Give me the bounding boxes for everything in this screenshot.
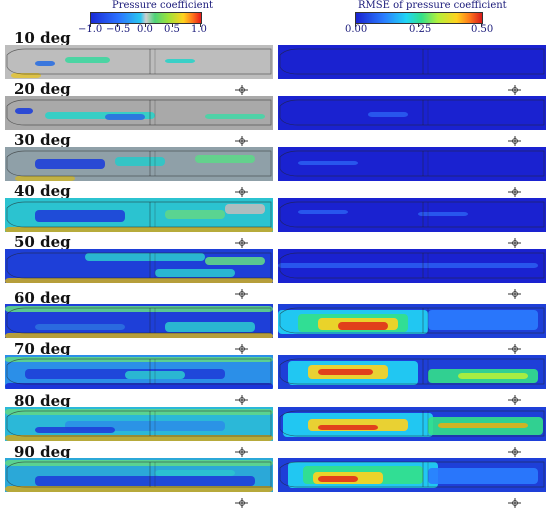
rmse-tick: 0.25 (409, 24, 432, 35)
axes-triad-icon (233, 182, 249, 197)
rmse-contour-panel (278, 96, 546, 130)
rmse-tick: 0.00 (345, 24, 368, 35)
axes-triad-icon (506, 131, 522, 146)
rmse-contour-panel (278, 198, 546, 232)
pressure-contour-panel (5, 147, 273, 181)
rmse-contour-panel (278, 304, 546, 338)
axes-triad-icon (233, 442, 249, 457)
rmse-contour-panel (278, 355, 546, 389)
row-label-60-deg: 60 deg (14, 289, 71, 307)
row-label-10-deg: 10 deg (14, 29, 71, 47)
pressure-colorbar-title: Pressure coefficient (112, 0, 214, 11)
pressure-contour-panel (5, 96, 273, 130)
rmse-contour-panel (278, 147, 546, 181)
pressure-tick: −1.0 (78, 24, 103, 35)
row-label-30-deg: 30 deg (14, 131, 71, 149)
axes-triad-icon (233, 493, 249, 508)
axes-triad-icon (506, 233, 522, 248)
pressure-contour-panel (5, 304, 273, 338)
pressure-contour-panel (5, 458, 273, 492)
pressure-contour-panel (5, 407, 273, 441)
axes-triad-icon (233, 284, 249, 299)
axes-triad-icon (233, 131, 249, 146)
pressure-colorbar (90, 12, 202, 24)
rmse-contour-panel (278, 45, 546, 79)
axes-triad-icon (233, 390, 249, 405)
rmse-contour-panel (278, 458, 546, 492)
row-label-50-deg: 50 deg (14, 233, 71, 251)
axes-triad-icon (233, 80, 249, 95)
pressure-contour-panel (5, 355, 273, 389)
rmse-contour-panel (278, 249, 546, 283)
axes-triad-icon (506, 493, 522, 508)
pressure-tick: −0.5 (106, 24, 131, 35)
rmse-tick: 0.50 (471, 24, 494, 35)
row-label-40-deg: 40 deg (14, 182, 71, 200)
axes-triad-icon (506, 284, 522, 299)
rmse-contour-panel (278, 407, 546, 441)
row-label-70-deg: 70 deg (14, 340, 71, 358)
pressure-tick: 0.0 (137, 24, 153, 35)
row-label-90-deg: 90 deg (14, 443, 71, 461)
axes-triad-icon (506, 339, 522, 354)
axes-triad-icon (233, 233, 249, 248)
pressure-contour-panel (5, 249, 273, 283)
row-label-80-deg: 80 deg (14, 392, 71, 410)
rmse-colorbar-title: RMSE of pressure coefficient (358, 0, 507, 11)
axes-triad-icon (506, 442, 522, 457)
pressure-contour-panel (5, 198, 273, 232)
axes-triad-icon (506, 390, 522, 405)
pressure-tick: 0.5 (164, 24, 180, 35)
pressure-contour-panel (5, 45, 273, 79)
row-label-20-deg: 20 deg (14, 80, 71, 98)
axes-triad-icon (233, 339, 249, 354)
pressure-tick: 1.0 (191, 24, 207, 35)
rmse-colorbar (355, 12, 483, 24)
axes-triad-icon (506, 182, 522, 197)
axes-triad-icon (506, 80, 522, 95)
